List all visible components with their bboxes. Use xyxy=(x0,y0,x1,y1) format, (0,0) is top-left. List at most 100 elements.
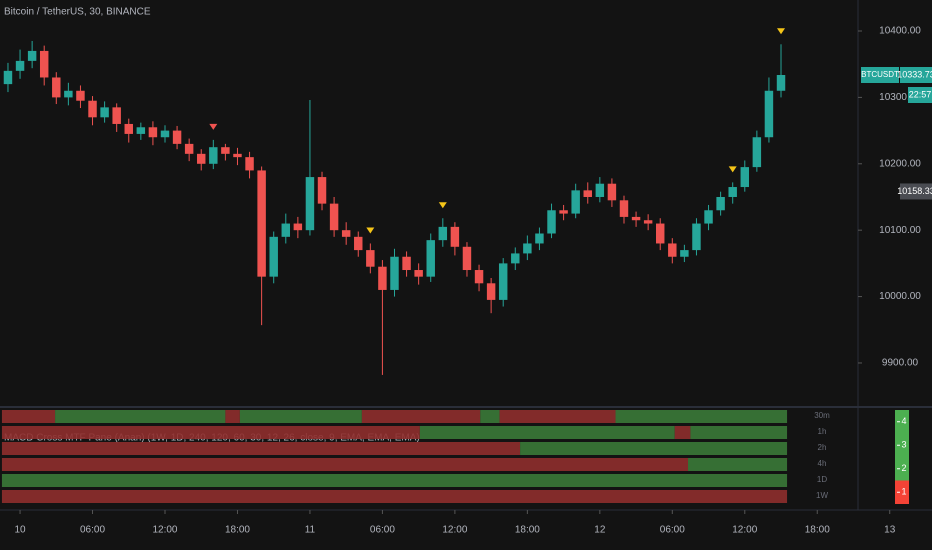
tag-name-box xyxy=(861,67,899,84)
mtf-segment xyxy=(499,410,616,423)
candle-body xyxy=(378,266,387,290)
x-tick-label: 13 xyxy=(884,525,896,536)
count-box xyxy=(895,433,909,457)
x-tick-label: 10 xyxy=(14,525,26,536)
candle-body xyxy=(523,243,532,254)
candle-body xyxy=(281,223,291,237)
candle-body xyxy=(619,200,629,217)
x-tick-label: 12 xyxy=(594,525,606,536)
tag-name: BTCUSDT xyxy=(861,70,899,79)
chart-title: Bitcoin / TetherUS, 30, BINANCE xyxy=(4,7,151,18)
candle-body xyxy=(571,190,580,214)
mtf-row-label: 4h xyxy=(818,459,827,468)
candle-body xyxy=(124,123,133,134)
candle-body xyxy=(148,127,158,138)
mtf-row-label: 1h xyxy=(818,427,827,436)
candle-body xyxy=(39,50,49,78)
candle-body xyxy=(776,75,786,91)
mtf-row-label: 1D xyxy=(817,475,827,484)
candle-body xyxy=(88,100,97,118)
candle-body xyxy=(209,147,218,164)
signal-marker xyxy=(728,166,737,173)
candle-body xyxy=(136,127,146,134)
x-tick-label: 11 xyxy=(305,525,316,536)
x-tick-label: 18:00 xyxy=(805,525,830,536)
signal-marker xyxy=(777,28,786,35)
y-tick-label: 9900.00 xyxy=(882,358,919,369)
candle-body xyxy=(631,216,641,221)
candle-body xyxy=(305,177,315,231)
candle-body xyxy=(668,243,677,257)
signal-marker xyxy=(366,227,375,234)
price-tag-label: 10333.73 xyxy=(897,69,932,79)
x-tick-label: 06:00 xyxy=(660,525,685,536)
candle-body xyxy=(366,250,375,267)
countdown: 22:57 xyxy=(909,89,932,99)
signal-marker xyxy=(209,123,218,130)
y-tick-label: 10100.00 xyxy=(879,225,921,236)
candle-body xyxy=(354,236,363,251)
mtf-row-label: 1W xyxy=(816,491,828,500)
candle-body xyxy=(752,137,762,168)
candle-body xyxy=(15,60,25,71)
candle-body xyxy=(52,77,61,98)
x-tick-label: 18:00 xyxy=(515,525,540,536)
count-box xyxy=(895,457,909,481)
y-tick-label: 10000.00 xyxy=(879,291,921,302)
count-box xyxy=(895,480,909,504)
price-tag-label: 10158.33 xyxy=(897,186,932,196)
candle-body xyxy=(474,270,484,284)
y-tick-label: 10200.00 xyxy=(879,158,921,169)
mtf-segment xyxy=(1,410,56,423)
candle-body xyxy=(764,90,774,138)
y-tick-label: 10300.00 xyxy=(879,92,921,103)
candle-body xyxy=(607,183,617,201)
candle-body xyxy=(245,157,254,171)
candle-body xyxy=(390,256,399,290)
candle-body xyxy=(450,226,460,247)
mtf-segment xyxy=(225,410,240,423)
mtf-segment xyxy=(480,410,500,423)
x-tick-label: 06:00 xyxy=(80,525,105,536)
candle-body xyxy=(559,210,568,214)
count-label: 2 xyxy=(901,463,906,473)
candle-body xyxy=(547,210,556,234)
count-label: 3 xyxy=(901,440,906,450)
mtf-segment xyxy=(674,426,691,439)
mtf-segment xyxy=(1,474,788,487)
candle-body xyxy=(293,223,303,231)
candle-body xyxy=(172,130,182,144)
candle-body xyxy=(197,153,206,164)
mtf-segment xyxy=(1,442,521,455)
price-tag xyxy=(900,67,932,84)
candle-body xyxy=(329,203,339,231)
count-label: 1 xyxy=(901,487,906,497)
candle-body xyxy=(76,90,85,101)
candle-body xyxy=(184,143,194,154)
candle-body xyxy=(716,196,725,211)
mtf-segment xyxy=(1,458,689,471)
x-tick-label: 12:00 xyxy=(152,525,177,536)
mtf-segment xyxy=(55,410,226,423)
candle-body xyxy=(498,263,508,300)
candle-body xyxy=(535,233,544,244)
x-tick-label: 12:00 xyxy=(442,525,467,536)
candle-body xyxy=(233,153,242,158)
candle-body xyxy=(414,270,423,277)
y-tick-label: 10400.00 xyxy=(879,26,921,37)
candle-body xyxy=(3,70,13,85)
mtf-segment xyxy=(690,426,788,439)
candle-body xyxy=(643,220,653,224)
mtf-row-label: 30m xyxy=(814,411,830,420)
mtf-segment xyxy=(239,410,362,423)
mtf-row-label: 2h xyxy=(818,443,827,452)
price-tag xyxy=(900,183,932,200)
candle-body xyxy=(402,256,411,271)
candle-body xyxy=(438,226,448,241)
mtf-segment xyxy=(1,490,788,503)
candle-body xyxy=(341,230,351,237)
candle-body xyxy=(269,236,278,277)
candle-body xyxy=(583,190,592,197)
candle-body xyxy=(728,187,737,197)
